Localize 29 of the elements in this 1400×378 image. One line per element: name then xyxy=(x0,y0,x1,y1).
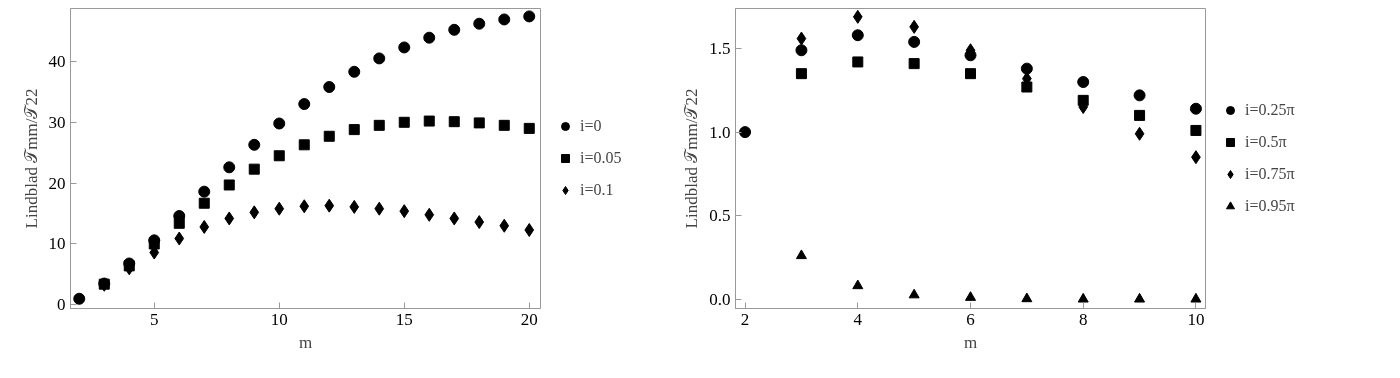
y-tick-label: 1.0 xyxy=(709,122,731,142)
y-tick-label: 30 xyxy=(48,112,66,132)
legend-label: i=0 xyxy=(580,117,602,135)
x-tick-label: 5 xyxy=(150,309,159,329)
legend-label: i=0.1 xyxy=(580,181,614,199)
legend-label: i=0.25π xyxy=(1245,101,1295,119)
x-tick-label: 20 xyxy=(520,309,538,329)
x-tick-label: 4 xyxy=(853,309,863,329)
x-axis-title: m xyxy=(963,332,978,352)
legend-label: i=0.5π xyxy=(1245,133,1287,151)
x-axis-title: m xyxy=(298,332,313,352)
x-tick-label: 15 xyxy=(395,309,413,329)
x-tick-label: 10 xyxy=(1187,309,1205,329)
y-axis-title: Lindblad 𝒯mm/𝒯22 xyxy=(682,88,702,229)
x-tick-label: 10 xyxy=(270,309,288,329)
x-tick-label: 6 xyxy=(966,309,975,329)
y-tick-label: 10 xyxy=(48,234,66,254)
legend-label: i=0.75π xyxy=(1245,165,1295,183)
x-tick-label: 2 xyxy=(740,309,750,329)
legend-label: i=0.95π xyxy=(1245,197,1295,215)
y-axis-title: Lindblad 𝒯mm/𝒯22 xyxy=(21,88,41,229)
y-tick-label: 0.5 xyxy=(709,206,731,226)
y-tick-label: 0 xyxy=(57,295,66,315)
y-tick-label: 20 xyxy=(48,173,66,193)
x-tick-label: 8 xyxy=(1078,309,1088,329)
legend-label: i=0.05 xyxy=(580,149,622,167)
y-tick-label: 1.5 xyxy=(709,39,731,59)
y-tick-label: 0.0 xyxy=(709,289,731,309)
y-tick-label: 40 xyxy=(48,51,66,71)
